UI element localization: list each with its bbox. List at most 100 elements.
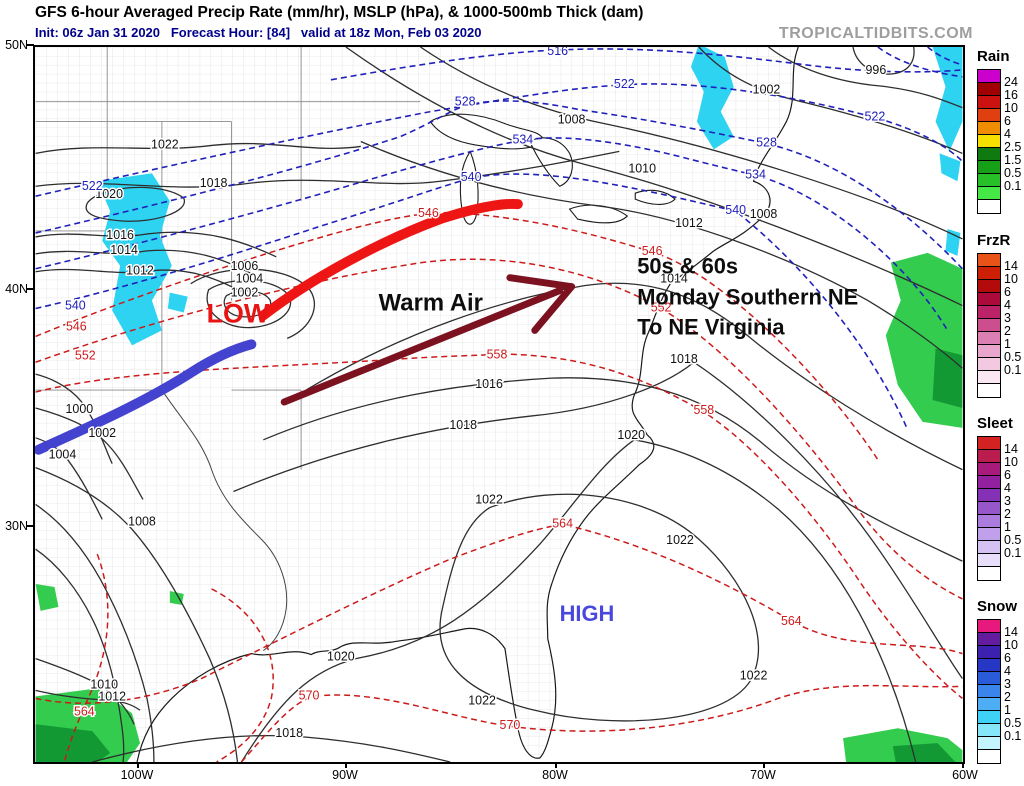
colorbar-value: 6	[1004, 651, 1011, 665]
colorbar-scale	[977, 436, 1001, 581]
contour-label-warm: 564	[552, 516, 573, 530]
colorbar-segment	[978, 332, 1000, 345]
contour-label-warm: 546	[642, 244, 663, 258]
colorbar-value: 14	[1004, 442, 1018, 456]
colorbar-segment	[978, 161, 1000, 174]
colorbar-value: 4	[1004, 481, 1011, 495]
contour-label-warm: 564	[781, 614, 802, 628]
contour-label-mslp: 1012	[98, 689, 126, 703]
colorbar-value: 6	[1004, 285, 1011, 299]
map-area: 1022 1020 1018 1016 1014 1012 1006 1004 1002 996 1…	[33, 45, 965, 764]
contour-label-warm: 546	[418, 206, 439, 220]
contour-label-mslp: 996	[866, 63, 887, 77]
colorbar-segment	[978, 633, 1000, 646]
page-title: GFS 6-hour Averaged Precip Rate (mm/hr),…	[35, 4, 644, 21]
contour-label-mslp: 1012	[675, 216, 703, 230]
lat-tick	[27, 288, 34, 290]
lat-tick	[27, 44, 34, 46]
colorbar-segment	[978, 109, 1000, 122]
colorbar-segment	[978, 685, 1000, 698]
state-borders	[35, 47, 421, 470]
thickness-contours-warm	[35, 211, 963, 762]
map-annotations: LOW Warm Air 50s & 60s Monday Southern NE To…	[207, 254, 859, 626]
colorbar-rain: Rain 24 16 10 6 4 2.5 1.5 0.5 0.1	[975, 48, 1024, 214]
contour-label-warm: 558	[693, 403, 714, 417]
contour-label-cold: 528	[455, 95, 476, 109]
colorbar-value: 0.5	[1004, 533, 1022, 547]
colorbar-value: 14	[1004, 259, 1018, 273]
cold-front-line	[35, 339, 257, 455]
contour-label-mslp: 1008	[558, 113, 586, 127]
colorbar-value: 0.5	[1004, 716, 1022, 730]
contour-label-mslp: 1002	[88, 426, 116, 440]
colorbar-segment	[978, 371, 1000, 384]
colorbar-segment	[978, 83, 1000, 96]
colorbar-segment	[978, 437, 1000, 450]
colorbar-value: 3	[1004, 677, 1011, 691]
contour-label-mslp: 1022	[475, 492, 503, 506]
colorbar-value: 10	[1004, 101, 1018, 115]
colorbar-segment	[978, 135, 1000, 148]
contour-label-mslp: 1016	[106, 228, 134, 242]
colorbar-value: 0.1	[1004, 546, 1022, 560]
colorbar-segment	[978, 646, 1000, 659]
contour-label-mslp: 1004	[49, 448, 77, 462]
colorbar-segment	[978, 148, 1000, 161]
colorbar-value: 1	[1004, 337, 1011, 351]
contour-label-mslp: 1004	[236, 272, 264, 286]
coastline	[136, 47, 799, 762]
lon-tick	[137, 762, 139, 768]
contour-label-mslp: 1014	[110, 243, 138, 257]
contour-label-warm: 546	[66, 319, 87, 333]
colorbar-segment	[978, 515, 1000, 528]
colorbar-value: 2	[1004, 324, 1011, 338]
contour-label-mslp: 1018	[200, 176, 228, 190]
colorbar-segment	[978, 554, 1000, 567]
contour-label-warm: 570	[299, 688, 320, 702]
colorbar-segment	[978, 541, 1000, 554]
contour-label-mslp: 1020	[617, 428, 645, 442]
colorbar-value: 3	[1004, 494, 1011, 508]
colorbar-value: 0.1	[1004, 729, 1022, 743]
init-forecast-line: Init: 06z Jan 31 2020 Forecast Hour: [84…	[35, 25, 482, 40]
colorbar-value: 10	[1004, 638, 1018, 652]
colorbar-segment	[978, 620, 1000, 633]
colorbar-segment	[978, 659, 1000, 672]
colorbar-segment	[978, 450, 1000, 463]
colorbar-segment	[978, 358, 1000, 371]
colorbar-value: 6	[1004, 114, 1011, 128]
colorbar-title: Sleet	[977, 415, 1013, 432]
contour-label-cold: 540	[65, 299, 86, 313]
colorbar-segment	[978, 122, 1000, 135]
contour-label-mslp: 1008	[750, 207, 778, 221]
contour-label-mslp: 1018	[449, 418, 477, 432]
colorbar-title: FrzR	[977, 232, 1011, 249]
annotation-50s-60s: 50s & 60s	[637, 254, 738, 279]
lon-tick	[962, 762, 964, 768]
colorbar-value: 1.5	[1004, 153, 1022, 167]
contour-label-mslp: 1020	[95, 187, 123, 201]
colorbar-segment	[978, 267, 1000, 280]
colorbar-segment	[978, 200, 1000, 213]
contour-label-mslp: 1018	[275, 726, 303, 740]
annotation-low: LOW	[207, 298, 270, 328]
annotation-warm-air: Warm Air	[379, 290, 483, 317]
colorbar-value: 0.1	[1004, 363, 1022, 377]
lon-tick-label: 60W	[952, 768, 978, 782]
colorbar-segment	[978, 711, 1000, 724]
colorbar-value: 3	[1004, 311, 1011, 325]
contour-label-warm: 570	[500, 718, 521, 732]
lon-tick	[763, 762, 765, 768]
contour-label-cold: 522	[614, 77, 635, 91]
land-texture	[35, 47, 799, 762]
warm-air-arrow	[280, 274, 576, 406]
lat-tick-label: 30N	[5, 519, 28, 533]
contour-label-mslp: 1002	[231, 286, 259, 300]
colorbar-segment	[978, 293, 1000, 306]
contour-label-warm: 558	[487, 347, 508, 361]
colorbar-segment	[978, 254, 1000, 267]
contour-label-cold: 540	[461, 170, 482, 184]
